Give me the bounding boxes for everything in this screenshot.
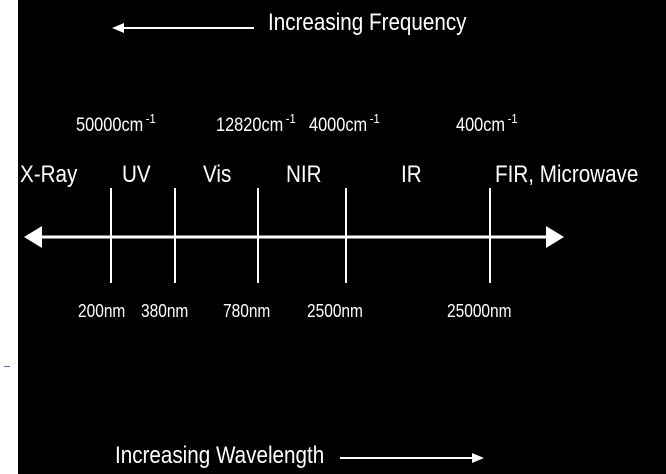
wavenumber-label-4000: 4000cm -1 [309, 112, 380, 136]
wavenumber-label-400: 400cm -1 [456, 112, 518, 136]
wavenumber-exponent: -1 [369, 111, 380, 126]
region-label-uv: UV [122, 161, 151, 188]
axis-arrow-right [546, 226, 564, 248]
wavenumber-value: 50000cm [76, 115, 144, 136]
wavelength-label-2500: 2500nm [307, 301, 363, 321]
wavelength-label-380: 380nm [141, 301, 189, 321]
wavelength-label-200: 200nm [78, 301, 126, 321]
diagram-graphics [24, 23, 564, 463]
wavenumber-label-12820: 12820cm -1 [216, 112, 296, 136]
region-label-xray: X-Ray [20, 161, 78, 188]
axis-arrow-left [24, 226, 42, 248]
region-label-vis: Vis [203, 161, 232, 188]
region-label-ir: IR [401, 161, 422, 188]
wavenumber-value: 12820cm [216, 115, 284, 136]
wavelength-label-25000: 25000nm [447, 301, 512, 321]
frequency-arrow-head [112, 23, 124, 33]
wavelength-title: Increasing Wavelength [115, 442, 325, 469]
wavenumber-value: 4000cm [309, 115, 368, 136]
wavelength-label-780: 780nm [223, 301, 271, 321]
margin-mark [4, 366, 10, 367]
spectrum-diagram: Increasing Frequency Increasing Waveleng… [18, 0, 666, 474]
wavenumber-value: 400cm [456, 115, 506, 136]
wavelength-arrow-head [472, 453, 484, 463]
wavenumber-exponent: -1 [145, 111, 156, 126]
wavenumber-exponent: -1 [507, 111, 518, 126]
region-label-fir-microwave: FIR, Microwave [495, 161, 639, 188]
wavenumber-exponent: -1 [285, 111, 296, 126]
region-label-nir: NIR [286, 161, 322, 188]
frequency-title: Increasing Frequency [268, 9, 467, 36]
wavenumber-label-50000: 50000cm -1 [76, 112, 156, 136]
